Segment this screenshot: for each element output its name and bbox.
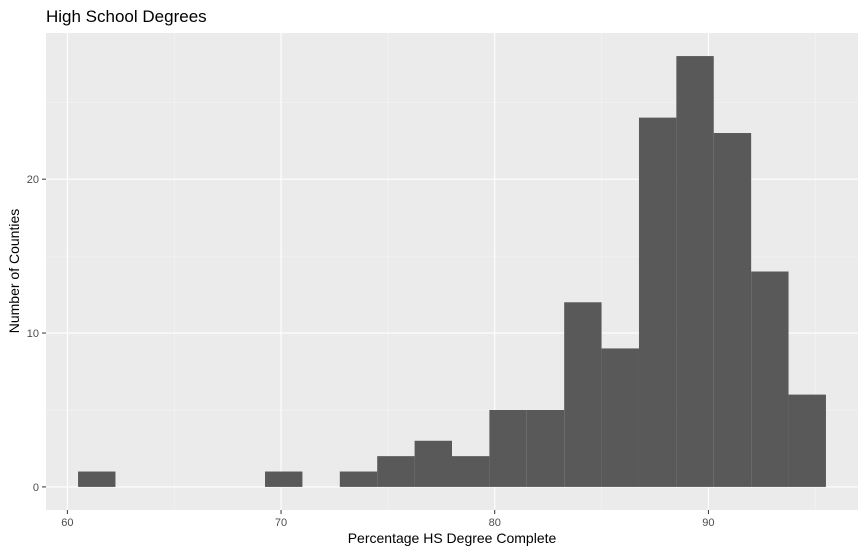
y-axis: 0 10 20	[27, 174, 46, 494]
y-axis-title: Number of Counties	[6, 209, 22, 334]
y-tick-label: 10	[27, 328, 39, 340]
histogram-bar	[751, 271, 789, 487]
histogram-bar	[526, 409, 565, 487]
x-axis-title: Percentage HS Degree Complete	[348, 530, 557, 546]
histogram-bar	[564, 302, 602, 487]
y-tick-label: 20	[27, 174, 39, 186]
x-tick-label: 60	[61, 517, 73, 529]
histogram-bar	[452, 456, 490, 487]
histogram-bar	[638, 117, 677, 487]
histogram-bar	[788, 394, 826, 487]
x-axis: 60 70 80 90	[61, 510, 715, 529]
histogram-bar	[265, 471, 303, 487]
histogram-bar	[676, 56, 714, 487]
x-tick-label: 90	[702, 517, 714, 529]
histogram-bar	[489, 409, 527, 487]
histogram-bar	[601, 348, 639, 487]
y-tick-label: 0	[33, 482, 39, 494]
histogram-bar	[339, 471, 378, 487]
histogram-bar	[78, 471, 116, 487]
histogram-bar	[414, 440, 452, 487]
histogram-bar	[713, 133, 752, 487]
histogram-bar	[377, 456, 415, 487]
bars	[78, 56, 826, 487]
x-tick-label: 80	[489, 517, 501, 529]
chart-title: High School Degrees	[46, 7, 207, 26]
x-tick-label: 70	[275, 517, 287, 529]
